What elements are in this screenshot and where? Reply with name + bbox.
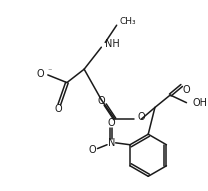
- Text: NH: NH: [105, 39, 120, 49]
- Text: N: N: [108, 138, 115, 148]
- Text: OH: OH: [192, 98, 207, 108]
- Text: O: O: [98, 96, 105, 106]
- Text: ⁻: ⁻: [48, 67, 52, 76]
- Text: O: O: [138, 112, 145, 122]
- Text: O: O: [183, 85, 190, 95]
- Text: O: O: [107, 118, 115, 128]
- Text: O: O: [54, 104, 62, 114]
- Text: O: O: [36, 69, 44, 79]
- Text: O: O: [89, 146, 97, 155]
- Text: CH₃: CH₃: [120, 17, 136, 26]
